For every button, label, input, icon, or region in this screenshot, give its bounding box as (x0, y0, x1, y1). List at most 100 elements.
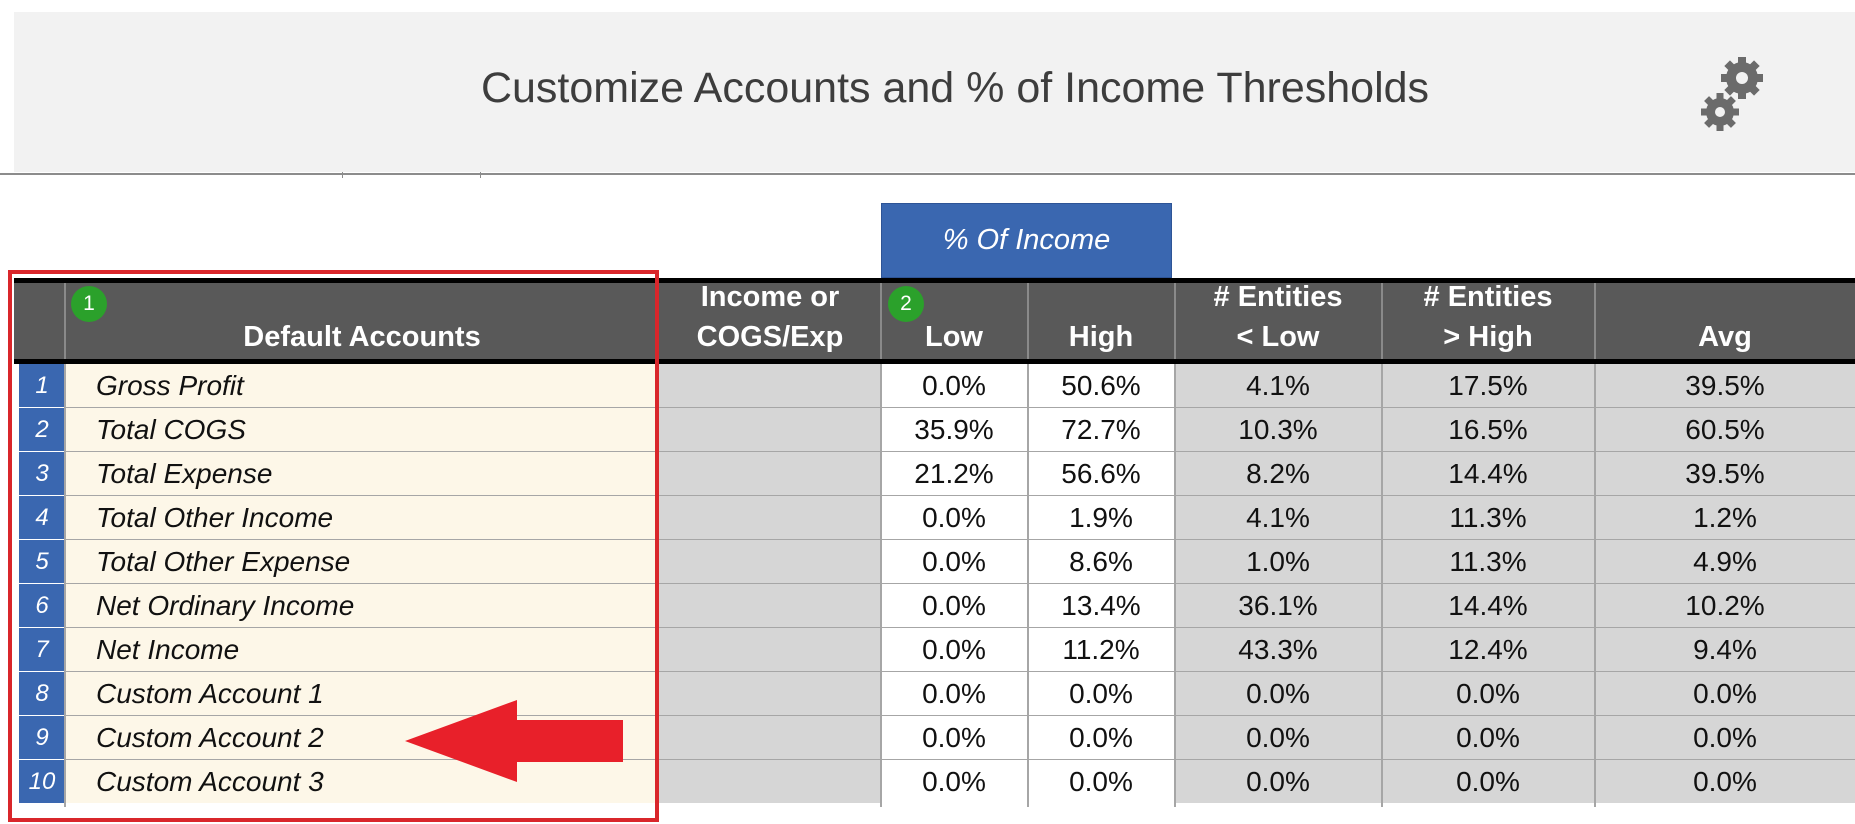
avg-cell: 10.2% (1595, 584, 1855, 627)
entities-low-cell: 0.0% (1175, 760, 1381, 803)
column-header-avg: Avg (1698, 321, 1752, 353)
low-threshold-cell[interactable]: 35.9% (881, 408, 1027, 451)
divider-tick (342, 172, 343, 178)
high-threshold-cell[interactable]: 0.0% (1028, 716, 1174, 759)
table-header-rule (14, 359, 1855, 364)
account-name-cell[interactable]: Total Other Income (66, 496, 658, 539)
income-type-cell[interactable] (659, 716, 894, 759)
high-threshold-cell[interactable]: 72.7% (1028, 408, 1174, 451)
header-banner (14, 12, 1855, 172)
income-type-cell[interactable] (659, 408, 894, 451)
row-number: 2 (19, 408, 65, 451)
account-name-cell[interactable]: Gross Profit (66, 364, 658, 407)
entities-high-cell: 11.3% (1382, 496, 1594, 539)
column-divider (1174, 364, 1176, 807)
low-threshold-cell[interactable]: 0.0% (881, 584, 1027, 627)
table-header (14, 283, 1855, 361)
low-threshold-cell[interactable]: 0.0% (881, 716, 1027, 759)
avg-cell: 39.5% (1595, 364, 1855, 407)
low-threshold-cell[interactable]: 21.2% (881, 452, 1027, 495)
income-type-cell[interactable] (659, 496, 894, 539)
entities-high-cell: 16.5% (1382, 408, 1594, 451)
entities-low-cell: 4.1% (1175, 364, 1381, 407)
header-separator (1594, 283, 1596, 361)
income-type-cell[interactable] (659, 540, 894, 583)
income-type-cell[interactable] (659, 452, 894, 495)
default-accounts-highlight (8, 270, 659, 822)
left-arrow-icon (405, 700, 623, 782)
row-number: 5 (19, 540, 65, 583)
gears-icon[interactable] (1698, 52, 1770, 134)
column-header-income: Income or COGS/Exp (696, 281, 844, 353)
column-divider (1381, 364, 1383, 807)
low-threshold-cell[interactable]: 0.0% (881, 672, 1027, 715)
avg-cell: 4.9% (1595, 540, 1855, 583)
entities-high-cell: 14.4% (1382, 584, 1594, 627)
high-threshold-cell[interactable]: 11.2% (1028, 628, 1174, 671)
entities-low-cell: 4.1% (1175, 496, 1381, 539)
column-divider (1027, 364, 1029, 807)
table-row: 4 Total Other Income 0.0% 1.9% 4.1% 11.3… (14, 496, 1855, 541)
column-header-entities-low: # Entities < Low (1213, 281, 1343, 353)
column-divider (1594, 364, 1596, 807)
page-title: Customize Accounts and % of Income Thres… (480, 64, 1430, 112)
income-type-cell[interactable] (659, 364, 894, 407)
row-number: 7 (19, 628, 65, 671)
avg-cell: 60.5% (1595, 408, 1855, 451)
high-threshold-cell[interactable]: 13.4% (1028, 584, 1174, 627)
high-threshold-cell[interactable]: 56.6% (1028, 452, 1174, 495)
entities-low-cell: 10.3% (1175, 408, 1381, 451)
entities-high-cell: 12.4% (1382, 628, 1594, 671)
column-divider (880, 364, 882, 807)
account-name-cell[interactable]: Custom Account 1 (66, 672, 658, 715)
high-threshold-cell[interactable]: 0.0% (1028, 760, 1174, 803)
low-threshold-cell[interactable]: 0.0% (881, 628, 1027, 671)
tab-percent-of-income[interactable]: % Of Income (881, 203, 1172, 278)
column-divider (64, 364, 66, 807)
column-header-accounts: Default Accounts (243, 321, 481, 353)
entities-low-cell: 0.0% (1175, 672, 1381, 715)
account-name-cell[interactable]: Net Ordinary Income (66, 584, 658, 627)
income-type-cell[interactable] (659, 584, 894, 627)
income-type-cell[interactable] (659, 760, 894, 803)
row-number: 6 (19, 584, 65, 627)
income-type-cell[interactable] (659, 672, 894, 715)
entities-high-cell: 14.4% (1382, 452, 1594, 495)
account-name-cell[interactable]: Net Income (66, 628, 658, 671)
high-threshold-cell[interactable]: 0.0% (1028, 672, 1174, 715)
divider-tick (480, 172, 481, 178)
table-row: 8 Custom Account 1 0.0% 0.0% 0.0% 0.0% 0… (14, 672, 1855, 717)
table-row: 7 Net Income 0.0% 11.2% 43.3% 12.4% 9.4% (14, 628, 1855, 673)
avg-cell: 0.0% (1595, 716, 1855, 759)
row-number: 1 (19, 364, 65, 407)
entities-high-cell: 0.0% (1382, 716, 1594, 759)
low-threshold-cell[interactable]: 0.0% (881, 540, 1027, 583)
high-threshold-cell[interactable]: 1.9% (1028, 496, 1174, 539)
header-separator (1381, 283, 1383, 361)
income-type-cell[interactable] (659, 628, 894, 671)
avg-cell: 39.5% (1595, 452, 1855, 495)
header-separator (64, 283, 66, 361)
header-separator (1027, 283, 1029, 361)
entities-low-cell: 1.0% (1175, 540, 1381, 583)
low-threshold-cell[interactable]: 0.0% (881, 760, 1027, 803)
account-name-cell[interactable]: Custom Account 3 (66, 760, 658, 803)
entities-high-cell: 0.0% (1382, 760, 1594, 803)
high-threshold-cell[interactable]: 8.6% (1028, 540, 1174, 583)
entities-low-cell: 8.2% (1175, 452, 1381, 495)
high-threshold-cell[interactable]: 50.6% (1028, 364, 1174, 407)
account-name-cell[interactable]: Total COGS (66, 408, 658, 451)
entities-high-cell: 11.3% (1382, 540, 1594, 583)
table-row: 6 Net Ordinary Income 0.0% 13.4% 36.1% 1… (14, 584, 1855, 629)
account-name-cell[interactable]: Total Expense (66, 452, 658, 495)
entities-low-cell: 0.0% (1175, 716, 1381, 759)
low-threshold-cell[interactable]: 0.0% (881, 496, 1027, 539)
low-threshold-cell[interactable]: 0.0% (881, 364, 1027, 407)
avg-cell: 9.4% (1595, 628, 1855, 671)
header-separator (1174, 283, 1176, 361)
account-name-cell[interactable]: Total Other Expense (66, 540, 658, 583)
entities-high-cell: 17.5% (1382, 364, 1594, 407)
row-number: 4 (19, 496, 65, 539)
row-number: 10 (19, 760, 65, 803)
entities-low-cell: 43.3% (1175, 628, 1381, 671)
